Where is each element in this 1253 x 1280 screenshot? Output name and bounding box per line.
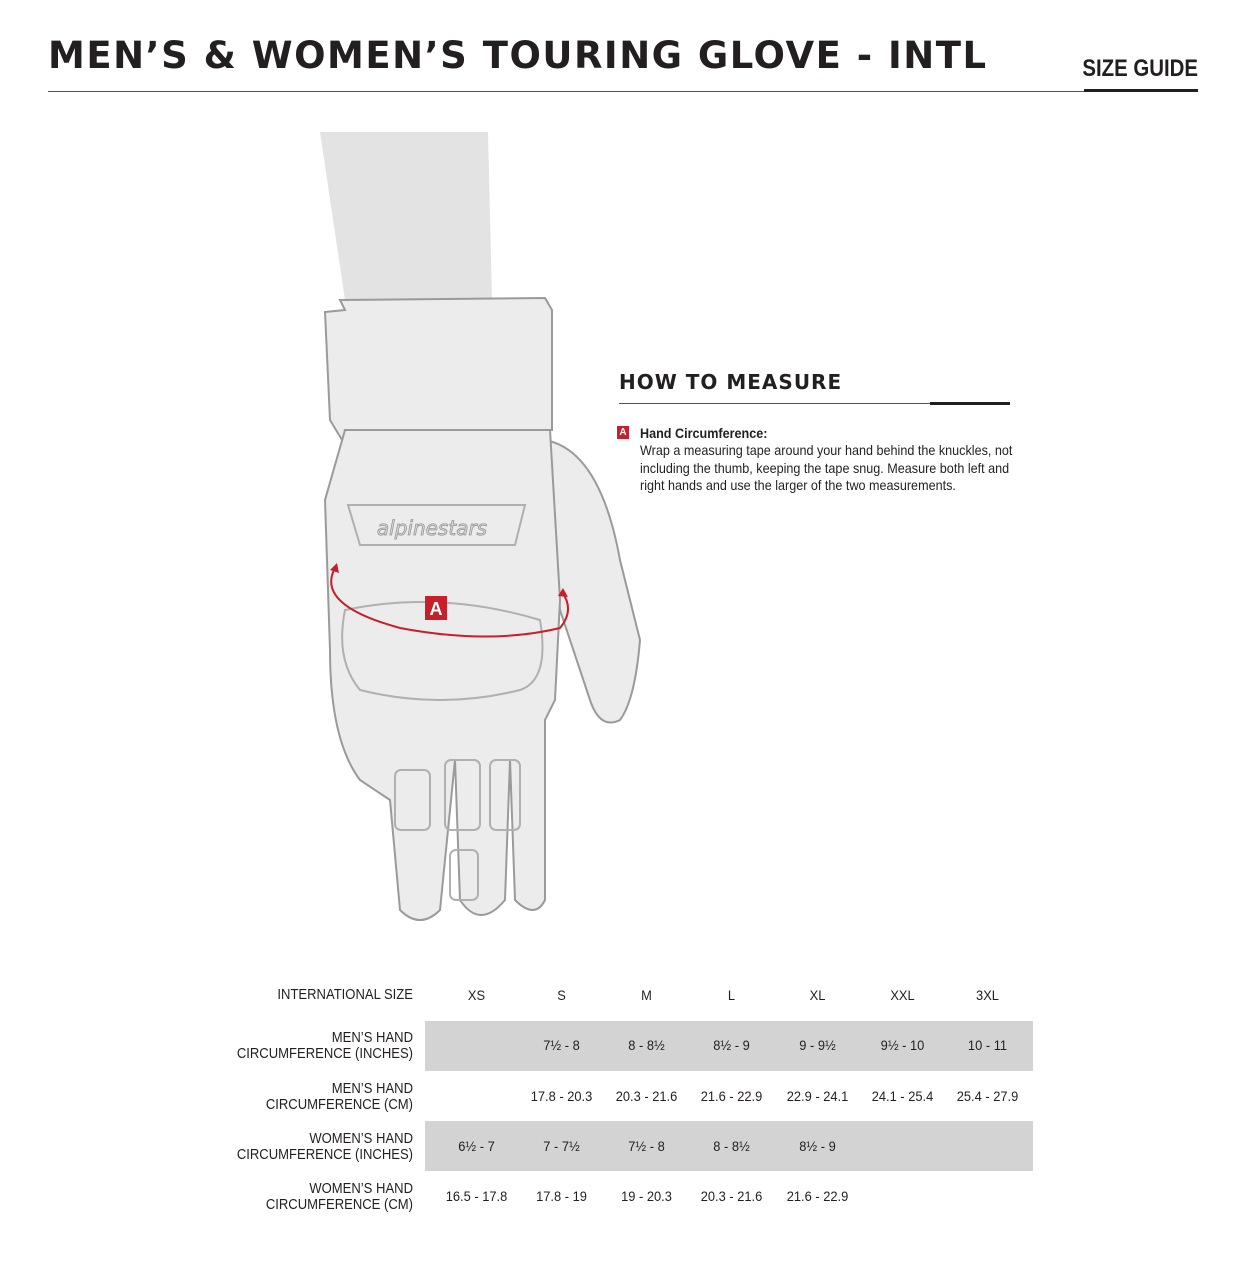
table-cell: 8½ - 9 [713, 1037, 750, 1053]
row-label-line: CIRCUMFERENCE (CM) [265, 1097, 413, 1113]
header-divider [48, 91, 1198, 92]
row-label: WOMEN’S HAND CIRCUMFERENCE (INCHES) [215, 1131, 413, 1163]
table-cell: 20.3 - 21.6 [700, 1188, 763, 1204]
row-label-line: WOMEN’S HAND [309, 1131, 413, 1147]
table-cell: 8 - 8½ [713, 1138, 750, 1154]
row-label-line: WOMEN’S HAND [309, 1181, 413, 1197]
table-cell: 6½ - 7 [458, 1138, 495, 1154]
marker-a-label: A [430, 599, 443, 619]
arrow-right-icon [558, 588, 568, 597]
measure-description: Wrap a measuring tape around your hand b… [640, 442, 1013, 493]
brand-logo: alpinestars [377, 516, 487, 540]
table-cell: 19 - 20.3 [621, 1188, 672, 1204]
table-cell: 8½ - 9 [799, 1138, 836, 1154]
row-label: WOMEN’S HAND CIRCUMFERENCE (CM) [215, 1181, 413, 1213]
table-cell: 24.1 - 25.4 [871, 1088, 934, 1104]
table-cell: 17.8 - 19 [536, 1188, 587, 1204]
row-label-line: CIRCUMFERENCE (INCHES) [236, 1046, 413, 1062]
table-cell: 9 - 9½ [799, 1037, 836, 1053]
row-label-line: CIRCUMFERENCE (INCHES) [236, 1147, 413, 1163]
table-cell: 17.8 - 20.3 [530, 1088, 593, 1104]
size-guide-label: SIZE GUIDE [1082, 55, 1198, 82]
table-cell: 7 - 7½ [543, 1138, 580, 1154]
table-cell: 7½ - 8 [543, 1037, 580, 1053]
table-cell: 7½ - 8 [628, 1138, 665, 1154]
marker-a-badge [425, 596, 447, 620]
table-cell: 25.4 - 27.9 [956, 1088, 1019, 1104]
row-label-line: MEN’S HAND [331, 1081, 413, 1097]
knuckle-pad [341, 601, 544, 701]
row-label-line: MEN’S HAND [331, 1030, 413, 1046]
table-cell: 22.9 - 24.1 [786, 1088, 849, 1104]
arrow-left-icon [330, 563, 339, 573]
size-header: 3XL [976, 987, 999, 1003]
size-header: M [641, 987, 652, 1003]
row-label: MEN’S HAND CIRCUMFERENCE (INCHES) [215, 1030, 413, 1062]
row-band [425, 1121, 1033, 1171]
logo-panel [346, 504, 527, 546]
table-cell: 21.6 - 22.9 [786, 1188, 849, 1204]
row-label-line: CIRCUMFERENCE (CM) [265, 1197, 413, 1213]
table-cell: 10 - 11 [967, 1037, 1008, 1053]
size-header: S [557, 987, 566, 1003]
glove-palm [323, 429, 562, 921]
table-cell: 8 - 8½ [628, 1037, 665, 1053]
size-header: L [727, 987, 736, 1003]
table-cell: 16.5 - 17.8 [445, 1188, 508, 1204]
page-title: MEN’S & WOMEN’S TOURING GLOVE - INTL [48, 34, 988, 77]
row-label: MEN’S HAND CIRCUMFERENCE (CM) [215, 1081, 413, 1113]
glove-illustration: alpinestars A [320, 132, 642, 921]
table-cell: 21.6 - 22.9 [700, 1088, 763, 1104]
measure-a-badge: A [617, 426, 629, 439]
forearm [320, 132, 492, 300]
table-cell: 9½ - 10 [880, 1037, 925, 1053]
size-header: XS [467, 987, 486, 1003]
how-to-measure-divider [619, 403, 1009, 404]
glove-thumb [543, 438, 642, 724]
measurement-tape-line [330, 567, 569, 638]
size-header: XL [809, 987, 826, 1003]
header-label: INTERNATIONAL SIZE [277, 987, 413, 1003]
row-band [425, 1021, 1033, 1071]
size-header: XXL [890, 987, 915, 1003]
table-cell: 20.3 - 21.6 [615, 1088, 678, 1104]
how-to-measure-divider-accent [930, 402, 1010, 405]
how-to-measure-title: HOW TO MEASURE [619, 370, 843, 394]
measure-heading: Hand Circumference: [640, 425, 768, 441]
header-divider-accent [1084, 89, 1198, 92]
